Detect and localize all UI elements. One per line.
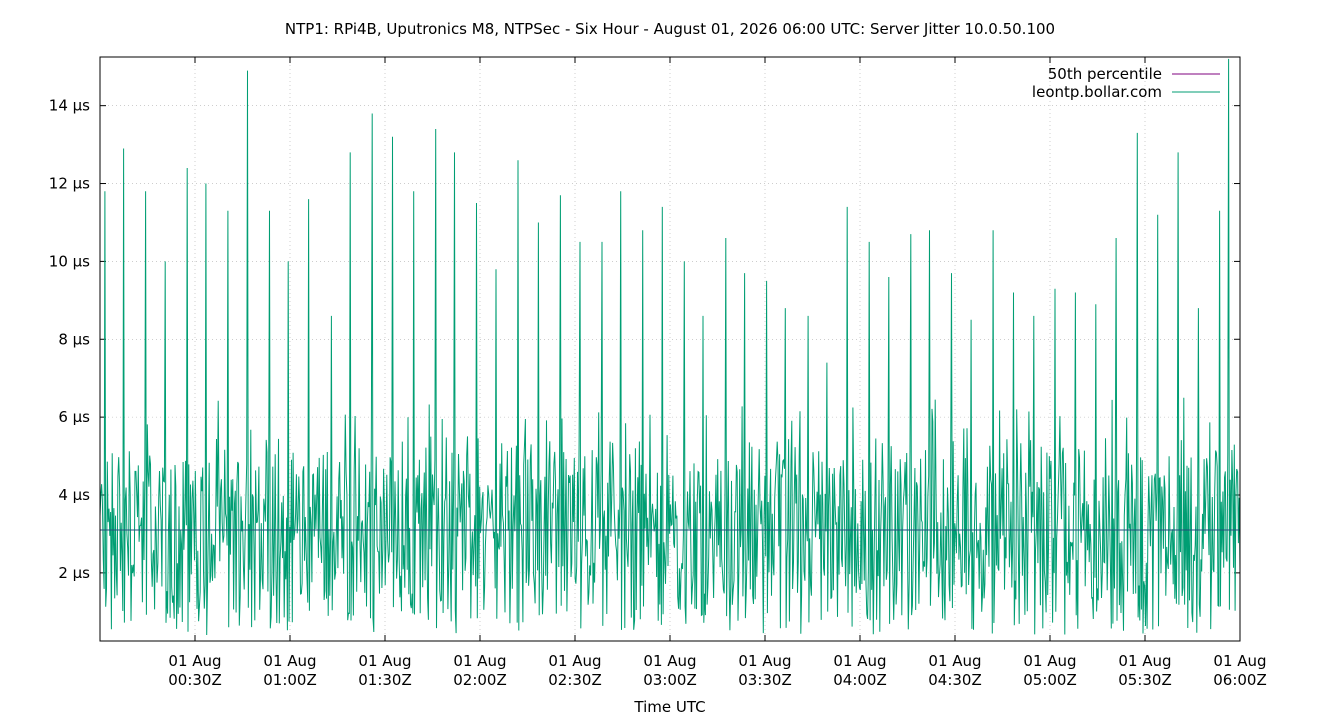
y-tick-label: 12 µs xyxy=(49,175,90,193)
legend-label: 50th percentile xyxy=(1048,65,1162,83)
series-line-leontp xyxy=(99,58,1241,636)
x-axis-label: Time UTC xyxy=(633,698,705,716)
x-tick-label: 02:00Z xyxy=(453,671,507,689)
x-tick-label: 01 Aug xyxy=(1213,652,1266,670)
x-tick-label: 01 Aug xyxy=(168,652,221,670)
x-tick-label: 01 Aug xyxy=(738,652,791,670)
x-tick-label: 05:00Z xyxy=(1023,671,1077,689)
x-tick-label: 01:00Z xyxy=(263,671,317,689)
x-tick-label: 01 Aug xyxy=(1118,652,1171,670)
chart-title: NTP1: RPi4B, Uputronics M8, NTPSec - Six… xyxy=(285,20,1055,38)
x-tick-label: 06:00Z xyxy=(1213,671,1267,689)
y-tick-label: 14 µs xyxy=(49,97,90,115)
y-tick-label: 6 µs xyxy=(58,408,90,426)
y-tick-label: 4 µs xyxy=(58,486,90,504)
x-tick-label: 01 Aug xyxy=(643,652,696,670)
x-tick-label: 01 Aug xyxy=(833,652,886,670)
x-tick-label: 04:00Z xyxy=(833,671,887,689)
x-tick-label: 01 Aug xyxy=(263,652,316,670)
plot-series xyxy=(99,58,1241,636)
plot-frame xyxy=(99,56,1241,642)
x-tick-label: 01 Aug xyxy=(358,652,411,670)
x-tick-label: 01 Aug xyxy=(453,652,506,670)
x-tick-label: 03:00Z xyxy=(643,671,697,689)
x-tick-label: 01 Aug xyxy=(548,652,601,670)
x-tick-label: 01:30Z xyxy=(358,671,412,689)
y-tick-label: 2 µs xyxy=(58,564,90,582)
x-tick-label: 03:30Z xyxy=(738,671,792,689)
x-tick-label: 01 Aug xyxy=(1023,652,1076,670)
x-tick-label: 02:30Z xyxy=(548,671,602,689)
y-tick-label: 10 µs xyxy=(49,252,90,270)
legend-label: leontp.bollar.com xyxy=(1032,83,1162,101)
x-tick-label: 05:30Z xyxy=(1118,671,1172,689)
y-tick-label: 8 µs xyxy=(58,330,90,348)
x-tick-label: 00:30Z xyxy=(168,671,222,689)
x-tick-label: 01 Aug xyxy=(928,652,981,670)
x-tick-label: 04:30Z xyxy=(928,671,982,689)
